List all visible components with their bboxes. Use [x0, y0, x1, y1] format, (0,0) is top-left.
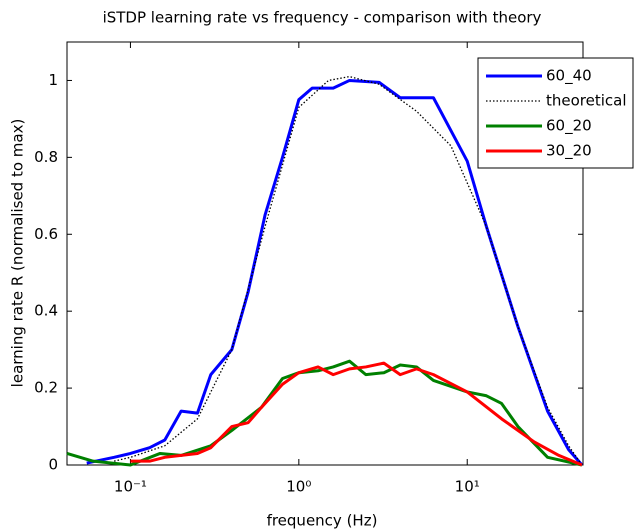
chart-title: iSTDP learning rate vs frequency - compa… [103, 9, 542, 27]
series-line [113, 75, 583, 466]
x-axis-label: frequency (Hz) [267, 512, 378, 530]
plot-frame [66, 41, 584, 466]
y-tick-label: 0.8 [34, 148, 58, 166]
legend-label: theoretical [546, 92, 627, 110]
legend-label: 30_20 [546, 142, 592, 161]
y-tick-label: 1 [48, 71, 58, 89]
y-tick-label: 0.4 [34, 302, 58, 320]
legend-label: 60_20 [546, 117, 592, 136]
y-tick-label: 0 [48, 456, 58, 474]
y-axis-label: learning rate R (normalised to max) [9, 119, 27, 388]
x-tick-label: 10⁰ [286, 478, 311, 496]
series-line [86, 78, 584, 466]
series-line [130, 361, 583, 467]
y-tick-label: 0.6 [34, 225, 58, 243]
y-tick-label: 0.2 [34, 379, 58, 397]
x-tick-label: 10⁻¹ [114, 478, 147, 496]
legend-label: 60_40 [546, 67, 592, 86]
x-tick-label: 10¹ [455, 478, 480, 496]
